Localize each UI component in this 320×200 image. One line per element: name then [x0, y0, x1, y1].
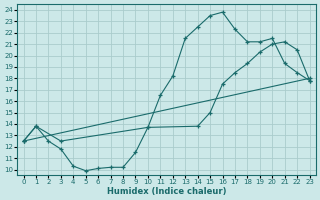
X-axis label: Humidex (Indice chaleur): Humidex (Indice chaleur): [107, 187, 226, 196]
